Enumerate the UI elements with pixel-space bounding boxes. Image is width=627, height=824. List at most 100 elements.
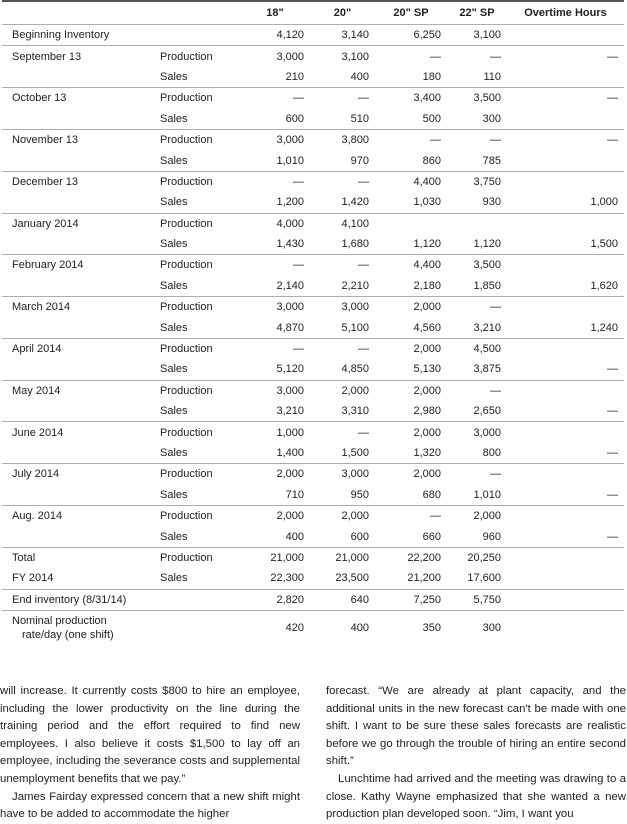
cell-value: 4,100 bbox=[341, 217, 369, 230]
table-row: December 13 Production — — 4,400 3,750 bbox=[2, 171, 624, 192]
cell-value: 3,875 bbox=[473, 363, 501, 376]
row-type: Sales bbox=[160, 321, 188, 334]
production-table: 18" 20" 20" SP 22" SP Overtime Hours Beginni… bbox=[2, 0, 624, 645]
cell-value: 970 bbox=[350, 154, 369, 167]
cell-value bbox=[507, 505, 624, 526]
cell-value: 2,000 bbox=[413, 301, 441, 314]
cell-value: 6,250 bbox=[413, 29, 441, 42]
row-type: Sales bbox=[160, 112, 188, 125]
cell-value: 600 bbox=[285, 112, 304, 125]
row-type: Sales bbox=[160, 70, 188, 83]
paragraph: Lunchtime had arrived and the meeting wa… bbox=[326, 772, 626, 821]
cell-value: 110 bbox=[483, 70, 501, 83]
column-header: 18" bbox=[266, 7, 284, 19]
cell-value: 4,400 bbox=[413, 259, 441, 272]
cell-value bbox=[507, 610, 624, 645]
cell-value bbox=[507, 547, 624, 568]
table-row: September 13 Production 3,000 3,100 — — — bbox=[2, 46, 624, 67]
table-row: End inventory (8/31/14) 2,820 640 7,250 5,75… bbox=[2, 589, 624, 610]
cell-value: 21,200 bbox=[407, 572, 441, 585]
table-row: Aug. 2014 Production 2,000 2,000 — 2,000 bbox=[2, 505, 624, 526]
cell-value: 3,000 bbox=[341, 301, 369, 314]
row-label: Nominal production rate/day (one shift) bbox=[2, 610, 160, 645]
row-label bbox=[2, 109, 160, 130]
cell-value: 4,870 bbox=[276, 321, 304, 334]
row-label: February 2014 bbox=[12, 259, 84, 272]
row-type: Production bbox=[160, 92, 213, 105]
table-row: Beginning Inventory 4,120 3,140 6,250 3,100 bbox=[2, 25, 624, 46]
row-type: Sales bbox=[160, 488, 188, 501]
cell-value: 3,500 bbox=[473, 259, 501, 272]
cell-value bbox=[507, 213, 624, 234]
cell-value: 400 bbox=[350, 621, 369, 634]
row-group: Total Production 21,000 21,000 22,200 20,250 F… bbox=[2, 547, 624, 589]
paragraph: will increase. It currently costs $800 t… bbox=[0, 685, 300, 785]
cell-value bbox=[507, 171, 624, 192]
cell-value: — bbox=[607, 50, 618, 63]
row-type: Sales bbox=[160, 279, 188, 292]
cell-value: 660 bbox=[422, 530, 441, 543]
row-group: May 2014 Production 3,000 2,000 2,000 — Sales 3… bbox=[2, 380, 624, 422]
table-row: November 13 Production 3,000 3,800 — — — bbox=[2, 129, 624, 150]
right-column: forecast. “We are already at plant capac… bbox=[326, 683, 626, 824]
cell-value: 17,600 bbox=[467, 572, 501, 585]
cell-value: 1,420 bbox=[341, 196, 369, 209]
cell-value: — bbox=[490, 50, 501, 63]
cell-value: 22,200 bbox=[407, 551, 441, 564]
cell-value: 23,500 bbox=[335, 572, 369, 585]
row-type: Sales bbox=[160, 447, 188, 459]
cell-value: — bbox=[490, 468, 501, 481]
cell-value: 4,000 bbox=[276, 217, 304, 230]
cell-value: 4,120 bbox=[276, 29, 304, 42]
cell-value: 2,820 bbox=[276, 593, 304, 606]
cell-value: 3,000 bbox=[341, 468, 369, 481]
row-label: May 2014 bbox=[12, 384, 61, 397]
cell-value: 2,000 bbox=[413, 343, 441, 356]
cell-value bbox=[507, 380, 624, 401]
cell-value: 785 bbox=[482, 154, 501, 167]
row-type: Sales bbox=[160, 363, 188, 376]
row-group: September 13 Production 3,000 3,100 — — — Sales… bbox=[2, 45, 624, 88]
row-type: Production bbox=[160, 259, 213, 272]
cell-value: 20,250 bbox=[467, 551, 501, 564]
table-row: Sales 2,140 2,210 2,180 1,850 1,620 bbox=[2, 276, 624, 297]
body-text: will increase. It currently costs $800 t… bbox=[0, 683, 627, 824]
row-type: Production bbox=[160, 217, 213, 230]
row-label: March 2014 bbox=[12, 301, 71, 314]
cell-value: 2,000 bbox=[413, 426, 441, 439]
cell-value: 3,140 bbox=[341, 29, 369, 42]
cell-value bbox=[375, 213, 447, 234]
row-group: April 2014 Production — — 2,000 4,500 Sales 5,1… bbox=[2, 338, 624, 380]
cell-value: 21,000 bbox=[270, 551, 304, 564]
row-label: End inventory (8/31/14) bbox=[12, 593, 127, 606]
row-label: July 2014 bbox=[12, 468, 60, 481]
row-group: End inventory (8/31/14) 2,820 640 7,250 5,75… bbox=[2, 589, 624, 610]
cell-value: 2,210 bbox=[341, 279, 369, 292]
cell-value: 1,000 bbox=[276, 426, 304, 439]
table-row: Sales 5,120 4,850 5,130 3,875 — bbox=[2, 359, 624, 380]
cell-value: 4,560 bbox=[413, 321, 441, 334]
cell-value: 2,000 bbox=[276, 468, 304, 481]
row-type: Sales bbox=[160, 196, 188, 209]
table-row: February 2014 Production — — 4,400 3,500 bbox=[2, 255, 624, 276]
row-label bbox=[2, 67, 160, 88]
row-type bbox=[160, 610, 240, 645]
cell-value: 3,000 bbox=[276, 301, 304, 314]
cell-value: — bbox=[490, 301, 501, 314]
row-label bbox=[2, 485, 160, 506]
table-row: October 13 Production — — 3,400 3,500 — bbox=[2, 88, 624, 109]
cell-value: 1,500 bbox=[341, 447, 369, 459]
cell-value bbox=[507, 25, 624, 46]
table-row: Sales 1,430 1,680 1,120 1,120 1,500 bbox=[2, 234, 624, 255]
row-group: February 2014 Production — — 4,400 3,500 Sales… bbox=[2, 254, 624, 297]
cell-value: — bbox=[358, 426, 369, 439]
cell-value: 400 bbox=[350, 70, 369, 83]
row-label: April 2014 bbox=[12, 343, 62, 356]
cell-value: 3,750 bbox=[473, 175, 501, 188]
row-group: Beginning Inventory 4,120 3,140 6,250 3,100 bbox=[2, 24, 624, 46]
cell-value: — bbox=[293, 175, 304, 188]
cell-value: — bbox=[293, 92, 304, 105]
row-type: Sales bbox=[160, 530, 188, 543]
row-label: June 2014 bbox=[12, 426, 64, 439]
cell-value: 3,210 bbox=[276, 405, 304, 418]
